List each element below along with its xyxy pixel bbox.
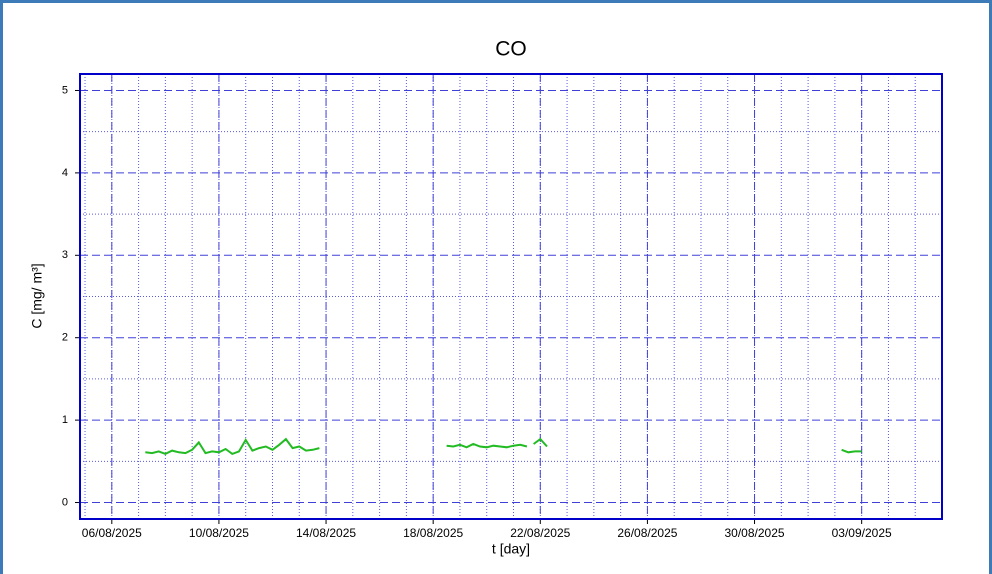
y-tick-label: 5: [62, 84, 68, 96]
x-tick-label: 03/09/2025: [832, 526, 892, 540]
x-axis-label: t [day]: [492, 541, 530, 557]
x-tick-label: 10/08/2025: [189, 526, 249, 540]
chart-title: CO: [495, 38, 527, 61]
y-tick-label: 0: [62, 496, 68, 508]
y-tick-label: 2: [62, 332, 68, 344]
y-tick-label: 1: [62, 414, 68, 426]
x-tick-label: 18/08/2025: [403, 526, 463, 540]
y-tick-label: 4: [62, 167, 68, 179]
x-tick-label: 30/08/2025: [725, 526, 785, 540]
x-tick-label: 14/08/2025: [296, 526, 356, 540]
y-axis-label: C [mg/ m³]: [29, 263, 45, 328]
y-tick-label: 3: [62, 249, 68, 261]
x-tick-label: 06/08/2025: [82, 526, 142, 540]
plot-border: [79, 73, 943, 520]
x-tick-label: 26/08/2025: [617, 526, 677, 540]
x-tick-label: 22/08/2025: [510, 526, 570, 540]
data-line: [145, 437, 862, 456]
